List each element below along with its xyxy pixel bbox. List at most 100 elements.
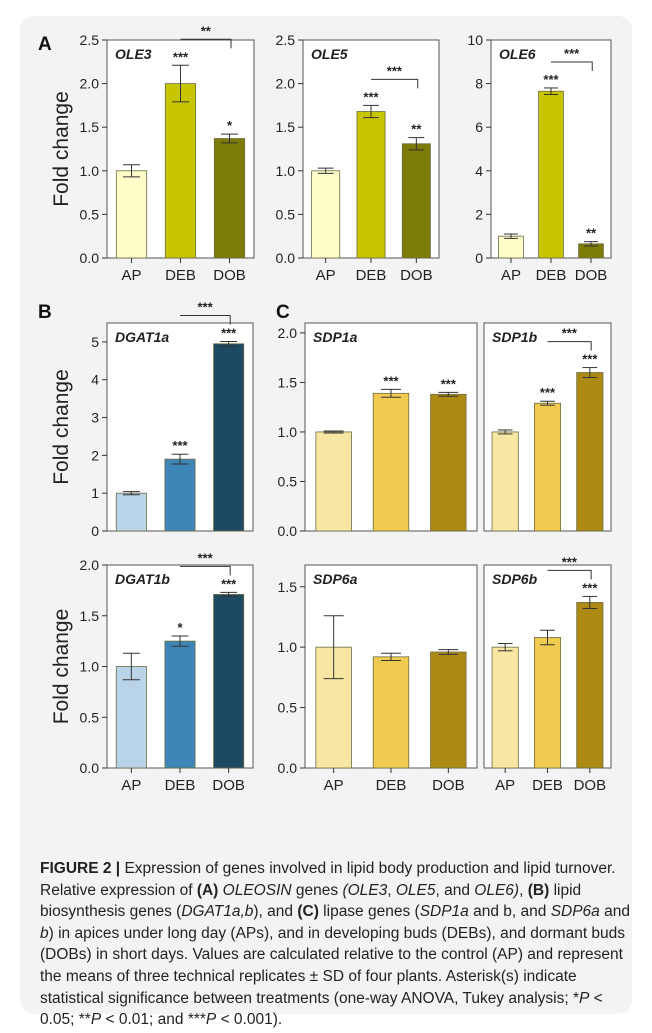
y-tick-label: 6 [475, 119, 483, 135]
x-tick-label: AP [316, 267, 336, 284]
significance-bracket [371, 78, 419, 89]
y-axis-label: Fold change [50, 369, 73, 485]
y-tick-label: 1.5 [80, 119, 100, 135]
x-tick-label: AP [495, 777, 515, 794]
y-axis-label: Fold change [50, 609, 73, 725]
bar [213, 138, 246, 259]
y-tick-label: 2.0 [80, 76, 100, 92]
y-tick-label: 0.0 [276, 250, 296, 266]
y-tick-label: 1.0 [278, 639, 298, 655]
bar [372, 392, 410, 532]
bar [491, 431, 519, 532]
gene-title: SDP1b [492, 329, 538, 345]
y-tick-label: 0 [475, 250, 483, 266]
significance-label: *** [172, 438, 188, 453]
y-tick-label: 0.5 [80, 206, 100, 222]
y-axis-label: Fold change [50, 91, 73, 207]
y-tick-label: 0.5 [276, 206, 296, 222]
panel-letter-b: B [38, 302, 52, 323]
gene-title: OLE3 [115, 46, 152, 62]
bar [315, 431, 352, 532]
bracket-label: *** [562, 554, 578, 569]
y-tick-label: 2.5 [80, 32, 100, 48]
significance-label: ** [411, 122, 422, 137]
bracket-label: *** [564, 46, 580, 61]
bar [115, 492, 147, 532]
panel-letter-c: C [276, 302, 290, 323]
significance-label: * [177, 620, 183, 635]
bar [213, 343, 245, 532]
significance-label: *** [221, 576, 237, 591]
significance-label: *** [441, 376, 457, 391]
y-tick-label: 2.5 [276, 32, 296, 48]
x-tick-label: DOB [213, 267, 246, 284]
significance-bracket [180, 38, 232, 49]
y-tick-label: 4 [91, 372, 99, 388]
gene-title: SDP6b [492, 571, 538, 587]
y-tick-label: 1.0 [80, 163, 100, 179]
x-tick-label: DOB [400, 267, 433, 284]
y-tick-label: 2 [475, 206, 483, 222]
significance-label: *** [363, 89, 379, 104]
bar [491, 646, 519, 769]
y-tick-label: 2 [91, 447, 99, 463]
significance-label: *** [582, 580, 598, 595]
y-tick-label: 10 [467, 32, 483, 48]
bracket-label: *** [197, 550, 213, 565]
x-tick-label: DEB [356, 267, 387, 284]
bar [576, 602, 604, 769]
x-tick-label: DOB [574, 777, 607, 794]
y-tick-label: 2.0 [278, 325, 298, 341]
y-tick-label: 0.0 [80, 760, 100, 776]
gene-title: DGAT1a [115, 329, 169, 345]
gene-title: OLE5 [311, 46, 348, 62]
y-tick-label: 1.0 [80, 659, 100, 675]
x-tick-label: AP [121, 777, 141, 794]
x-tick-label: AP [501, 267, 521, 284]
y-tick-label: 1.0 [276, 163, 296, 179]
significance-label: ** [586, 226, 597, 241]
significance-bracket [180, 315, 231, 325]
bar [401, 143, 431, 259]
significance-label: * [227, 118, 233, 133]
figure-caption: FIGURE 2 | Expression of genes involved … [40, 858, 630, 1031]
bar [164, 83, 197, 259]
bracket-label: *** [387, 63, 403, 78]
caption-figure-label: FIGURE 2 | [40, 860, 121, 877]
y-tick-label: 0.0 [80, 250, 100, 266]
y-tick-label: 1.5 [80, 608, 100, 624]
x-tick-label: AP [324, 777, 344, 794]
significance-label: *** [383, 373, 399, 388]
bar [576, 372, 604, 532]
caption-text: Expression of genes involved in lipid bo… [40, 860, 630, 1029]
y-tick-label: 0.0 [278, 760, 298, 776]
gene-title: SDP6a [313, 571, 358, 587]
significance-bracket [551, 61, 593, 71]
bar [311, 170, 341, 259]
significance-label: *** [543, 72, 559, 87]
significance-label: *** [540, 385, 556, 400]
y-tick-label: 1.5 [276, 119, 296, 135]
y-tick-label: 1.0 [278, 424, 298, 440]
y-tick-label: 4 [475, 163, 483, 179]
bar [372, 656, 410, 769]
bar [533, 637, 562, 769]
y-tick-label: 1.5 [278, 374, 298, 390]
significance-label: *** [173, 49, 189, 64]
significance-bracket [180, 565, 231, 576]
x-tick-label: DOB [575, 267, 608, 284]
gene-title: SDP1a [313, 329, 358, 345]
x-tick-label: DOB [432, 777, 465, 794]
figure-charts: A B C 0.0 0.5 1.0 1.5 2.0 2.5 Fold change OLE3 A… [38, 23, 612, 794]
x-tick-label: DEB [536, 267, 567, 284]
bar [356, 111, 386, 259]
y-tick-label: 3 [91, 410, 99, 426]
bar [115, 666, 147, 769]
significance-bracket [547, 341, 592, 351]
y-tick-label: 0.5 [278, 473, 298, 489]
bar [115, 170, 148, 259]
bracket-label: *** [197, 300, 213, 315]
y-tick-label: 0.0 [278, 523, 298, 539]
bar [164, 640, 196, 769]
bar [430, 651, 467, 769]
